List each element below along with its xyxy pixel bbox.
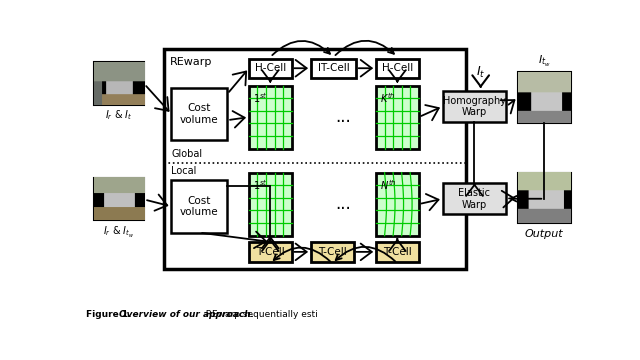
Bar — [164, 49, 466, 269]
Text: IT-Cell: IT-Cell — [317, 63, 349, 73]
Text: $I_r$ & $I_{t_w}$: $I_r$ & $I_{t_w}$ — [103, 225, 134, 240]
Text: H-Cell: H-Cell — [381, 63, 413, 73]
Bar — [94, 62, 145, 105]
Bar — [249, 59, 292, 78]
Bar — [311, 242, 353, 262]
Text: $I_{t_w}$: $I_{t_w}$ — [538, 54, 550, 69]
Bar — [376, 172, 419, 236]
Text: REwarp sequentially esti: REwarp sequentially esti — [200, 310, 318, 319]
Text: T-Cell: T-Cell — [256, 247, 285, 257]
Text: ...: ... — [335, 195, 351, 213]
Bar — [311, 59, 356, 78]
Text: $1^{st}$: $1^{st}$ — [253, 91, 268, 105]
Text: T-Cell: T-Cell — [383, 247, 412, 257]
Bar — [443, 183, 506, 214]
Bar — [376, 59, 419, 78]
Bar — [172, 180, 227, 233]
Text: Output: Output — [525, 229, 564, 239]
Text: Overview of our approach.: Overview of our approach. — [119, 310, 253, 319]
Bar — [518, 172, 571, 222]
Bar — [376, 242, 419, 262]
Text: ...: ... — [335, 108, 351, 126]
Text: T-Cell: T-Cell — [318, 247, 347, 257]
Text: H-Cell: H-Cell — [255, 63, 286, 73]
Text: $I_r$ & $I_t$: $I_r$ & $I_t$ — [105, 109, 132, 122]
Text: REwarp: REwarp — [170, 57, 212, 67]
Text: Global: Global — [172, 149, 203, 159]
Bar — [518, 72, 571, 122]
Bar — [376, 86, 419, 149]
Text: Local: Local — [172, 166, 197, 176]
Text: $\mathit{I_t}$: $\mathit{I_t}$ — [476, 65, 485, 80]
Bar — [249, 242, 292, 262]
Text: Elastic
Warp: Elastic Warp — [458, 188, 490, 210]
Bar — [249, 172, 292, 236]
Bar — [172, 88, 227, 140]
Text: Cost
volume: Cost volume — [180, 103, 219, 125]
Text: $1^{st}$: $1^{st}$ — [253, 178, 268, 192]
Text: Cost
volume: Cost volume — [180, 195, 219, 217]
Text: $N^{th}$: $N^{th}$ — [380, 178, 397, 192]
Text: $K^{th}$: $K^{th}$ — [380, 91, 396, 105]
Bar — [443, 91, 506, 122]
Text: Figure 1.: Figure 1. — [86, 310, 138, 319]
Bar — [94, 178, 145, 220]
Text: Homography
Warp: Homography Warp — [443, 95, 506, 117]
Bar — [249, 86, 292, 149]
